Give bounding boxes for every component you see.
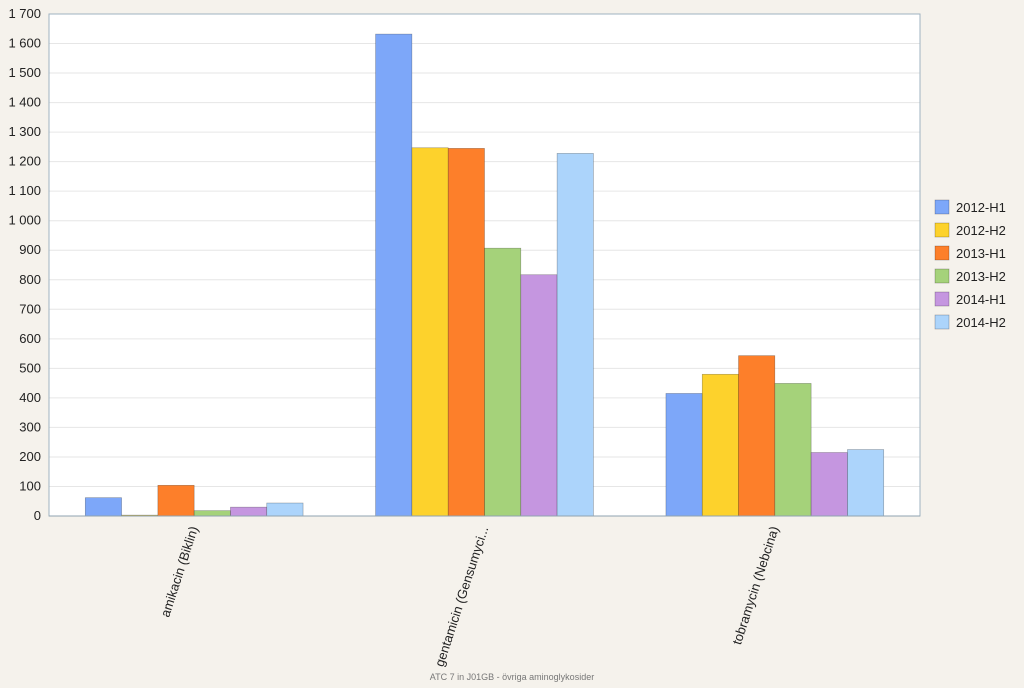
bar	[84, 497, 122, 517]
y-tick-label: 1 300	[8, 124, 41, 139]
y-tick-label: 700	[19, 301, 41, 316]
y-tick-label: 1 000	[8, 213, 41, 228]
bar	[230, 506, 268, 517]
legend-label: 2014-H2	[956, 315, 1006, 330]
bar	[556, 153, 594, 517]
y-tick-label: 1 500	[8, 65, 41, 80]
bar	[738, 355, 776, 517]
y-tick-label: 600	[19, 331, 41, 346]
bar	[193, 510, 231, 517]
y-tick-label: 400	[19, 390, 41, 405]
bar	[665, 393, 703, 517]
category-label: amikacin (Biklin)	[158, 524, 202, 619]
y-tick-label: 1 200	[8, 154, 41, 169]
legend-swatch	[934, 199, 950, 215]
y-tick-label: 1 600	[8, 36, 41, 51]
legend-swatch	[934, 222, 950, 238]
bar	[484, 247, 522, 517]
bar	[701, 373, 739, 517]
legend-label: 2012-H2	[956, 223, 1006, 238]
legend-swatch	[934, 268, 950, 284]
legend-label: 2013-H2	[956, 269, 1006, 284]
legend-swatch	[934, 314, 950, 330]
category-label: gentamicin (Gensumyci...	[432, 524, 492, 668]
legend-label: 2012-H1	[956, 200, 1006, 215]
chart-footer: ATC 7 in J01GB - övriga aminoglykosider	[429, 672, 595, 682]
category-label: tobramycin (Nebcina)	[729, 524, 781, 646]
bar	[774, 383, 812, 517]
bar	[266, 502, 304, 517]
bar	[157, 484, 195, 517]
y-tick-label: 300	[19, 419, 41, 434]
bar	[847, 449, 885, 517]
y-tick-label: 200	[19, 449, 41, 464]
y-tick-label: 100	[19, 478, 41, 493]
bar	[375, 33, 413, 517]
bar	[411, 147, 449, 517]
bar-chart: 0 100 200 300 400 500 600 700 800 900 1 000 1 100 1 …	[8, 6, 1006, 668]
y-tick-label: 900	[19, 242, 41, 257]
bar	[520, 274, 558, 517]
legend-swatch	[934, 245, 950, 261]
y-tick-label: 800	[19, 272, 41, 287]
y-tick-label: 1 100	[8, 183, 41, 198]
legend-label: 2014-H1	[956, 292, 1006, 307]
bar	[810, 452, 848, 517]
y-tick-label: 0	[34, 508, 41, 523]
y-tick-label: 1 400	[8, 95, 41, 110]
legend-label: 2013-H1	[956, 246, 1006, 261]
y-tick-label: 1 700	[8, 6, 41, 21]
bar	[447, 148, 485, 517]
y-tick-label: 500	[19, 360, 41, 375]
legend-swatch	[934, 291, 950, 307]
